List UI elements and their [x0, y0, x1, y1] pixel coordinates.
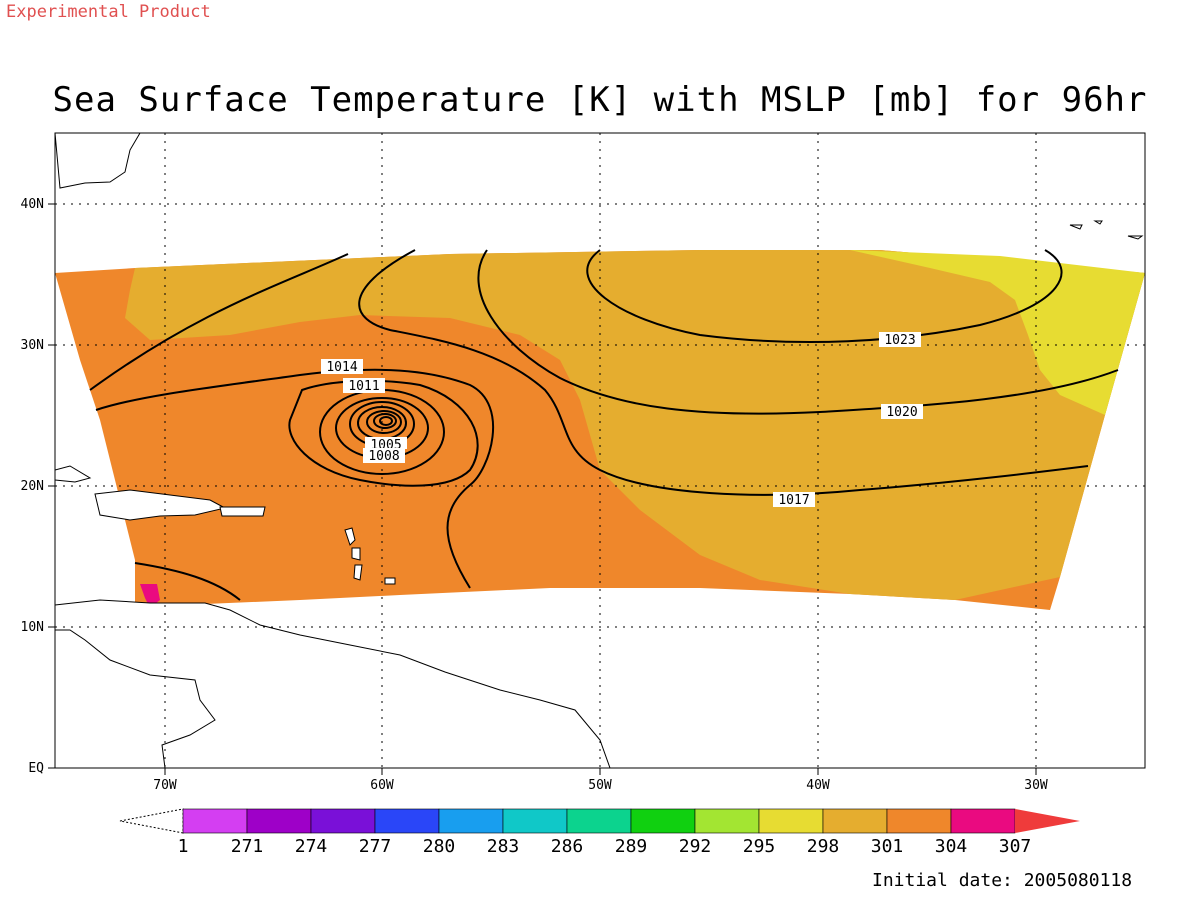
lon-label-40w: 40W: [806, 778, 830, 793]
lesser-antilles-land: [344, 527, 396, 585]
colorbar: 1 271 274 277 280 283 286 289 292 295 298 301 304 307: [119, 808, 1080, 857]
colorbar-swatch: [950, 808, 1016, 834]
lat-label-10n: 10N: [21, 620, 44, 635]
isobar-1020: [477, 249, 1119, 415]
lat-label-30n: 30N: [21, 338, 44, 353]
initial-date: Initial date: 2005080118: [872, 870, 1133, 891]
colorbar-label: 283: [487, 836, 520, 857]
colorbar-swatch: [438, 808, 504, 834]
lon-label-30w: 30W: [1024, 778, 1048, 793]
colorbar-swatch: [822, 808, 888, 834]
lat-label-40n: 40N: [21, 197, 44, 212]
isobar-label-1014: 1014: [326, 360, 357, 375]
colorbar-swatch: [886, 808, 952, 834]
lon-label-50w: 50W: [588, 778, 612, 793]
isobar-label-1008: 1008: [368, 449, 399, 464]
colorbar-label: 289: [615, 836, 648, 857]
graticule: [55, 133, 1145, 768]
colorbar-min-arrow: [119, 808, 184, 834]
colorbar-swatch: [502, 808, 568, 834]
sst-region-298: [850, 250, 1145, 415]
isobar-1023: [586, 249, 1063, 344]
colorbar-label: 280: [423, 836, 456, 857]
colorbar-swatch: [630, 808, 696, 834]
colorbar-max-arrow: [1015, 809, 1080, 833]
colorbar-label: 304: [935, 836, 968, 857]
axis-ticks: [48, 203, 1037, 775]
isobar-label-1020: 1020: [886, 405, 917, 420]
isobar-tropical: [134, 562, 241, 601]
puerto-rico-land: [219, 506, 266, 517]
isobar-1011: [288, 379, 479, 487]
colorbar-swatch: [182, 808, 248, 834]
colorbar-label: 1: [178, 836, 189, 857]
atlantic-islands-land: [1069, 220, 1144, 240]
watermark-text: Experimental Product: [6, 2, 211, 22]
colorbar-label: 292: [679, 836, 712, 857]
colorbar-label: 277: [359, 836, 392, 857]
colorbar-label: 301: [871, 836, 904, 857]
south-america-land: [55, 599, 611, 768]
isobar-1017: [358, 249, 1089, 496]
colorbar-label: 295: [743, 836, 776, 857]
lon-label-70w: 70W: [153, 778, 177, 793]
chart-title: Sea Surface Temperature [K] with MSLP [m…: [52, 80, 1148, 120]
colorbar-swatch: [246, 808, 312, 834]
lat-label-20n: 20N: [21, 479, 44, 494]
isobar-label-1011: 1011: [348, 379, 379, 394]
colorbar-label: 298: [807, 836, 840, 857]
lat-label-eq: EQ: [28, 761, 44, 776]
cuba-land: [55, 465, 92, 483]
colorbar-label: 271: [231, 836, 264, 857]
isobar-label-1023: 1023: [884, 333, 915, 348]
colorbar-label: 307: [999, 836, 1032, 857]
land-outlines: [55, 133, 1144, 768]
sst-region-307: [140, 584, 160, 608]
colorbar-swatch: [758, 808, 824, 834]
isobar-1014: [95, 368, 495, 589]
lat-axis: 40N 30N 20N 10N EQ: [21, 197, 45, 776]
isobar-1014-outer: [89, 253, 349, 391]
hispaniola-land: [94, 489, 227, 521]
colorbar-swatch: [694, 808, 760, 834]
isobar-labels: 1014 1011 1005 1008 1023 1020 1017: [321, 332, 923, 508]
north-america-land: [55, 133, 141, 189]
colorbar-label: 274: [295, 836, 328, 857]
lon-axis: 70W 60W 50W 40W 30W: [153, 778, 1048, 793]
colorbar-label: 286: [551, 836, 584, 857]
colorbar-swatch: [310, 808, 376, 834]
isobar-label-1017: 1017: [778, 493, 809, 508]
colorbar-swatch: [374, 808, 440, 834]
colorbar-swatch: [566, 808, 632, 834]
lon-label-60w: 60W: [370, 778, 394, 793]
